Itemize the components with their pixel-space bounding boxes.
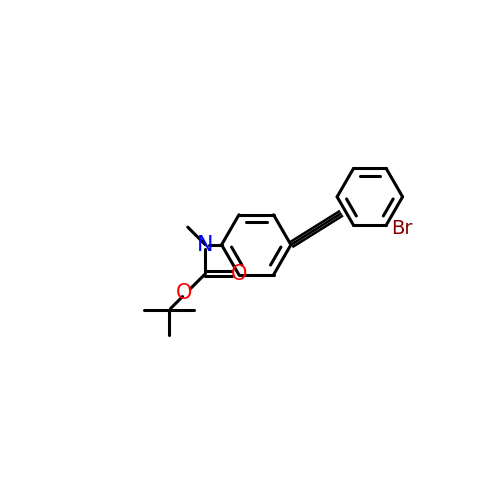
Text: O: O [231,264,248,283]
Text: O: O [176,282,192,302]
Text: Br: Br [391,218,412,238]
Text: N: N [197,235,214,255]
